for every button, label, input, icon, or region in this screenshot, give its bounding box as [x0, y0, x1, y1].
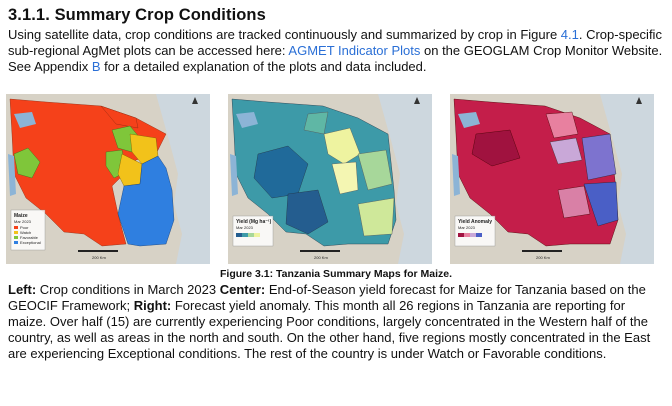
- legend-date: Mar 2023: [458, 225, 476, 230]
- lake-tanganyika: [452, 154, 460, 196]
- legend-item-poor: Poor: [20, 225, 29, 230]
- anomaly-mild-north: [545, 111, 579, 139]
- legend: Maize Mar 2023 Poor Watch Favorable Exce…: [10, 209, 46, 251]
- section-title: Summary Crop Conditions: [54, 6, 266, 24]
- agmet-plots-link[interactable]: AGMET Indicator Plots: [288, 43, 421, 58]
- yield-anomaly-map: Yield Anomaly Mar 2023 200 Km: [450, 94, 654, 264]
- legend-box: [232, 215, 274, 247]
- crop-conditions-map: Maize Mar 2023 Poor Watch Favorable Exce…: [6, 94, 210, 264]
- legend-ramp-2: [464, 233, 470, 237]
- legend-swatch-poor: [14, 226, 18, 229]
- section-number: 3.1.1.: [8, 6, 50, 24]
- right-label: Right:: [133, 298, 172, 313]
- yield-high-north: [323, 127, 361, 165]
- lake-victoria: [236, 112, 258, 128]
- left-text: Crop conditions in March 2023: [36, 282, 220, 297]
- legend-title: Maize: [14, 213, 28, 219]
- scale-bar-line: [522, 250, 562, 252]
- scale-label: 200 Km: [536, 255, 550, 260]
- legend-title: Yield (Mg ha⁻¹): [236, 219, 272, 225]
- poor-region-north: [100, 105, 139, 129]
- ocean-area: [156, 94, 210, 264]
- crop-conditions-map-svg: Maize Mar 2023 Poor Watch Favorable Exce…: [6, 94, 210, 264]
- legend-swatch-favorable: [14, 236, 18, 239]
- figure-description: Left: Crop conditions in March 2023 Cent…: [8, 282, 664, 362]
- legend-ramp-4: [476, 233, 482, 237]
- legend-ramp-2: [242, 233, 248, 237]
- scale-label: 200 Km: [92, 255, 106, 260]
- intro-text-1: Using satellite data, crop conditions ar…: [8, 27, 561, 42]
- lake-tanganyika: [230, 154, 238, 196]
- scale-bar-line: [300, 250, 340, 252]
- legend: Yield Anomaly Mar 2023: [454, 215, 496, 247]
- legend-item-watch: Watch: [20, 230, 31, 235]
- figure-reference-link[interactable]: 4.1: [560, 27, 579, 42]
- figure-maps: Maize Mar 2023 Poor Watch Favorable Exce…: [0, 94, 672, 264]
- right-text: Forecast yield anomaly. This month all 2…: [8, 298, 651, 361]
- scale-bar-line: [78, 250, 118, 252]
- figure-caption: Figure 3.1: Tanzania Summary Maps for Ma…: [219, 268, 453, 280]
- left-label: Left:: [8, 282, 37, 297]
- anomaly-positive-northeast: [581, 133, 617, 181]
- intro-text-3: on the GEOGLAM Crop Monitor Website. See…: [8, 43, 663, 74]
- yield-anomaly-map-svg: Yield Anomaly Mar 2023 200 Km: [450, 94, 654, 264]
- legend-date: Mar 2023: [236, 225, 254, 230]
- legend-ramp-4: [254, 233, 260, 237]
- center-text: End-of-Season yield forecast for Maize f…: [8, 282, 646, 313]
- legend-date: Mar 2023: [14, 219, 32, 224]
- anomaly-mild-south: [557, 185, 591, 219]
- legend-swatch-exceptional: [14, 241, 18, 244]
- legend: Yield (Mg ha⁻¹) Mar 2023: [232, 215, 274, 247]
- lake-tanganyika: [8, 154, 16, 196]
- scale-bar: 200 Km: [78, 250, 118, 260]
- north-arrow-icon: [636, 97, 642, 104]
- legend-ramp-3: [470, 233, 476, 237]
- yield-low-south: [285, 189, 329, 235]
- legend-box: [10, 209, 46, 251]
- legend-item-favorable: Favorable: [20, 235, 39, 240]
- section-heading: 3.1.1. Summary Crop Conditions: [8, 6, 266, 25]
- legend-ramp-1: [458, 233, 464, 237]
- yield-base: [231, 98, 397, 247]
- scale-bar: 200 Km: [522, 250, 562, 260]
- ocean-area: [378, 94, 432, 264]
- lake-victoria: [458, 112, 480, 128]
- appendix-reference-link[interactable]: B: [91, 59, 101, 74]
- yield-mid-east: [357, 149, 393, 191]
- legend-item-exceptional: Exceptional: [20, 240, 41, 245]
- intro-paragraph: Using satellite data, crop conditions ar…: [8, 27, 664, 75]
- yield-mid-northwest: [303, 111, 329, 135]
- north-arrow-icon: [414, 97, 420, 104]
- exceptional-region: [117, 155, 175, 247]
- legend-ramp-1: [236, 233, 242, 237]
- north-arrow-icon: [192, 97, 198, 104]
- lake-victoria: [14, 112, 36, 128]
- legend-ramp-3: [248, 233, 254, 237]
- legend-title: Yield Anomaly: [458, 219, 492, 225]
- intro-text-4: for a detailed explanation of the plots …: [100, 59, 427, 74]
- legend-swatch-watch: [14, 231, 18, 234]
- favorable-region-west: [13, 147, 41, 179]
- scale-label: 200 Km: [314, 255, 328, 260]
- ocean-area: [600, 94, 654, 264]
- intro-text-2: . Crop-specific sub-regional AgMet plots…: [8, 27, 662, 58]
- anomaly-neutral-central: [549, 137, 583, 165]
- anomaly-low-west: [471, 129, 521, 167]
- scale-bar: 200 Km: [300, 250, 340, 260]
- yield-high-central: [331, 161, 359, 195]
- yield-forecast-map: Yield (Mg ha⁻¹) Mar 2023 200 Km: [228, 94, 432, 264]
- yield-forecast-map-svg: Yield (Mg ha⁻¹) Mar 2023 200 Km: [228, 94, 432, 264]
- anomaly-positive-east: [583, 181, 619, 227]
- legend-box: [454, 215, 496, 247]
- center-label: Center:: [219, 282, 266, 297]
- yield-mid-southeast: [357, 197, 395, 237]
